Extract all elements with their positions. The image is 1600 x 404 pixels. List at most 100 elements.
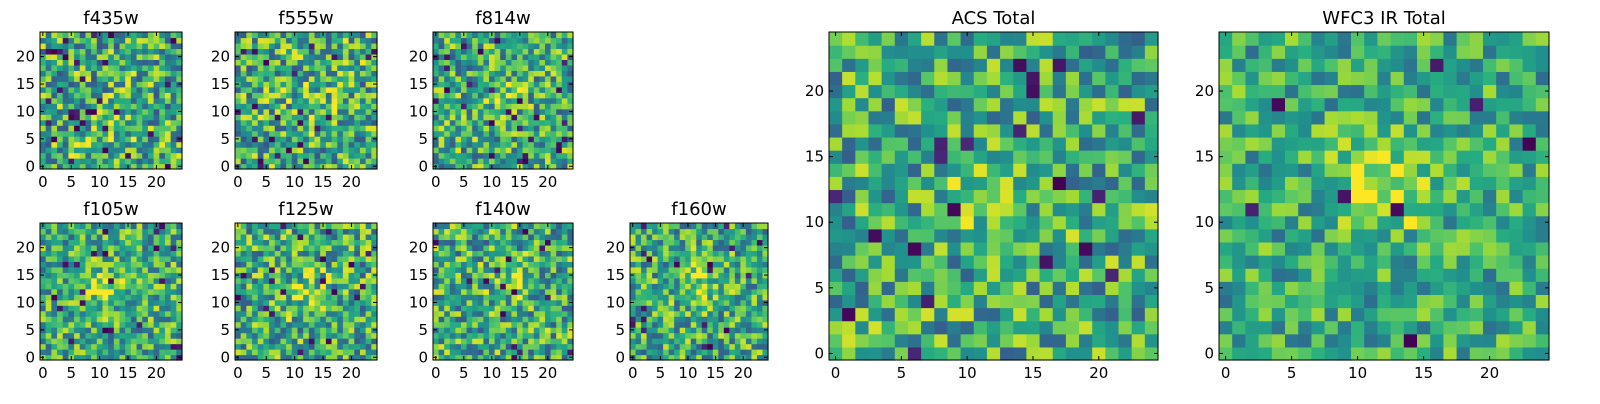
heatmap-cell (433, 37, 439, 43)
heatmap-cell (154, 81, 160, 87)
heatmap-cell (534, 234, 540, 240)
heatmap-cell (275, 87, 281, 93)
heatmap-cell (444, 344, 450, 350)
x-tick-label: 10 (482, 364, 501, 382)
heatmap-cell (539, 256, 545, 262)
heatmap-cell (159, 142, 165, 148)
heatmap-cell (517, 338, 523, 344)
heatmap-cell (120, 48, 126, 54)
heatmap-cell (57, 109, 63, 115)
heatmap-cell (154, 114, 160, 120)
heatmap-cell (120, 267, 126, 273)
heatmap-cell (500, 32, 506, 38)
heatmap-cell (1132, 294, 1146, 308)
heatmap-cell (286, 316, 292, 322)
heatmap-cell (534, 283, 540, 289)
heatmap-cell (275, 300, 281, 306)
heatmap-cell (472, 239, 478, 245)
heatmap-cell (297, 92, 303, 98)
heatmap-cell (286, 245, 292, 251)
heatmap-cell (663, 300, 669, 306)
heatmap-cell (102, 92, 108, 98)
heatmap-cell (545, 109, 551, 115)
heatmap-cell (658, 278, 664, 284)
heatmap-cell (263, 142, 269, 148)
heatmap-cell (934, 294, 948, 308)
heatmap-cell (131, 349, 137, 355)
heatmap-cell (707, 289, 713, 295)
heatmap-cell (159, 344, 165, 350)
heatmap-cell (669, 338, 675, 344)
heatmap-cell (539, 136, 545, 142)
heatmap-cell (80, 256, 86, 262)
heatmap-cell (751, 338, 757, 344)
y-tick-label: 5 (418, 321, 428, 339)
heatmap-cell (252, 54, 258, 60)
heatmap-cell (258, 43, 264, 49)
heatmap-cell (326, 223, 332, 229)
heatmap-cell (80, 81, 86, 87)
heatmap-cell (46, 234, 52, 240)
heatmap-cell (718, 300, 724, 306)
heatmap-cell (658, 305, 664, 311)
heatmap-cell (148, 114, 154, 120)
heatmap-cell (478, 109, 484, 115)
heatmap-cell (51, 316, 57, 322)
heatmap-cell (91, 114, 97, 120)
heatmap-cell (934, 321, 948, 335)
heatmap-cell (246, 305, 252, 311)
heatmap-cell (366, 344, 372, 350)
heatmap-cell (80, 250, 86, 256)
heatmap-cell (842, 176, 856, 190)
heatmap-cell (68, 142, 74, 148)
heatmap-cell (137, 305, 143, 311)
heatmap-cell (148, 294, 154, 300)
heatmap-cell (517, 87, 523, 93)
heatmap-cell (286, 228, 292, 234)
heatmap-cell (102, 239, 108, 245)
heatmap-cell (159, 76, 165, 82)
heatmap-cell (280, 103, 286, 109)
heatmap-cell (868, 203, 882, 217)
heatmap-cell (297, 283, 303, 289)
heatmap-cell (51, 305, 57, 311)
heatmap-cell (713, 267, 719, 273)
heatmap-cell (360, 147, 366, 153)
heatmap-cell (472, 272, 478, 278)
heatmap-cell (337, 278, 343, 284)
heatmap-cell (658, 338, 664, 344)
heatmap-cell (131, 153, 137, 159)
heatmap-cell (506, 76, 512, 82)
heatmap-cell (46, 311, 52, 317)
heatmap-cell (1040, 203, 1054, 217)
heatmap-cell (751, 239, 757, 245)
heatmap-cell (663, 344, 669, 350)
heatmap-cell (97, 125, 103, 131)
heatmap-cell (545, 70, 551, 76)
heatmap-cell (292, 256, 298, 262)
heatmap-cell (80, 76, 86, 82)
heatmap-cell (91, 327, 97, 333)
heatmap-cell (444, 256, 450, 262)
heatmap-cell (252, 114, 258, 120)
heatmap-cell (500, 311, 506, 317)
heatmap-cell (159, 147, 165, 153)
heatmap-cell (1026, 294, 1040, 308)
heatmap-cell (556, 87, 562, 93)
heatmap-cell (114, 261, 120, 267)
heatmap-cell (40, 250, 46, 256)
heatmap-cell (517, 76, 523, 82)
heatmap-cell (241, 267, 247, 273)
heatmap-cell (724, 311, 730, 317)
heatmap-cell (500, 54, 506, 60)
heatmap-cell (523, 338, 529, 344)
heatmap-cell (647, 289, 653, 295)
heatmap-cell (292, 344, 298, 350)
heatmap-cell (842, 255, 856, 269)
heatmap-cell (263, 92, 269, 98)
heatmap-cell (252, 153, 258, 159)
heatmap-cell (1026, 229, 1040, 243)
heatmap-cell (556, 234, 562, 240)
heatmap-cell (108, 142, 114, 148)
